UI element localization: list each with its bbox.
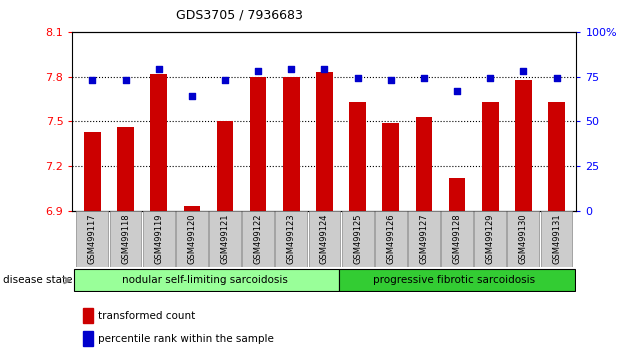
Point (286, 67, 296, 72)
FancyBboxPatch shape (176, 211, 208, 267)
Bar (449, 178, 466, 211)
Text: GSM499125: GSM499125 (353, 213, 362, 263)
Point (154, 67, 164, 72)
Bar (515, 80, 532, 211)
FancyBboxPatch shape (340, 269, 575, 291)
Bar (217, 121, 233, 211)
Point (253, 68, 263, 74)
Text: GSM499128: GSM499128 (452, 213, 462, 264)
Point (386, 77, 396, 83)
Text: GSM499119: GSM499119 (154, 213, 163, 263)
Text: GDS3705 / 7936683: GDS3705 / 7936683 (176, 8, 303, 21)
Text: GSM499117: GSM499117 (88, 213, 97, 264)
FancyBboxPatch shape (242, 211, 274, 267)
Bar (250, 76, 266, 211)
Text: transformed count: transformed count (98, 310, 195, 321)
FancyBboxPatch shape (375, 211, 407, 267)
Text: GSM499121: GSM499121 (220, 213, 229, 263)
Point (485, 75, 495, 81)
Text: disease state: disease state (3, 275, 72, 285)
Text: GSM499120: GSM499120 (187, 213, 197, 263)
FancyBboxPatch shape (143, 211, 175, 267)
FancyBboxPatch shape (309, 211, 340, 267)
FancyBboxPatch shape (474, 211, 506, 267)
Text: GSM499131: GSM499131 (552, 213, 561, 264)
Bar (349, 102, 366, 211)
Text: GSM499122: GSM499122 (254, 213, 263, 263)
Bar (117, 127, 134, 211)
Point (220, 77, 230, 83)
Bar (416, 117, 432, 211)
Point (353, 75, 363, 81)
Bar (382, 123, 399, 211)
Text: GSM499124: GSM499124 (320, 213, 329, 263)
Bar (151, 74, 167, 211)
Text: GSM499126: GSM499126 (386, 213, 395, 264)
Bar (316, 72, 333, 211)
Text: GSM499118: GSM499118 (121, 213, 130, 264)
Text: nodular self-limiting sarcoidosis: nodular self-limiting sarcoidosis (122, 275, 288, 285)
Bar (482, 102, 498, 211)
Bar (83, 308, 93, 323)
FancyBboxPatch shape (275, 211, 307, 267)
Point (88, 77, 98, 83)
FancyBboxPatch shape (341, 211, 374, 267)
Bar (83, 331, 93, 346)
Point (419, 75, 429, 81)
Text: GSM499130: GSM499130 (519, 213, 528, 264)
Bar (548, 102, 565, 211)
Text: GSM499129: GSM499129 (486, 213, 495, 263)
FancyBboxPatch shape (209, 211, 241, 267)
FancyBboxPatch shape (74, 269, 340, 291)
Point (319, 67, 329, 72)
Point (551, 75, 561, 81)
Point (518, 68, 529, 74)
Bar (84, 132, 101, 211)
Bar (283, 76, 300, 211)
FancyBboxPatch shape (110, 211, 141, 267)
FancyBboxPatch shape (541, 211, 573, 267)
Point (186, 93, 197, 99)
Point (452, 88, 462, 94)
Text: progressive fibrotic sarcoidosis: progressive fibrotic sarcoidosis (373, 275, 535, 285)
FancyBboxPatch shape (508, 211, 539, 267)
Point (120, 77, 130, 83)
Text: percentile rank within the sample: percentile rank within the sample (98, 333, 273, 343)
FancyBboxPatch shape (441, 211, 473, 267)
Bar (183, 206, 200, 211)
FancyBboxPatch shape (408, 211, 440, 267)
FancyBboxPatch shape (76, 211, 108, 267)
Text: GSM499127: GSM499127 (420, 213, 428, 264)
Text: GSM499123: GSM499123 (287, 213, 296, 264)
